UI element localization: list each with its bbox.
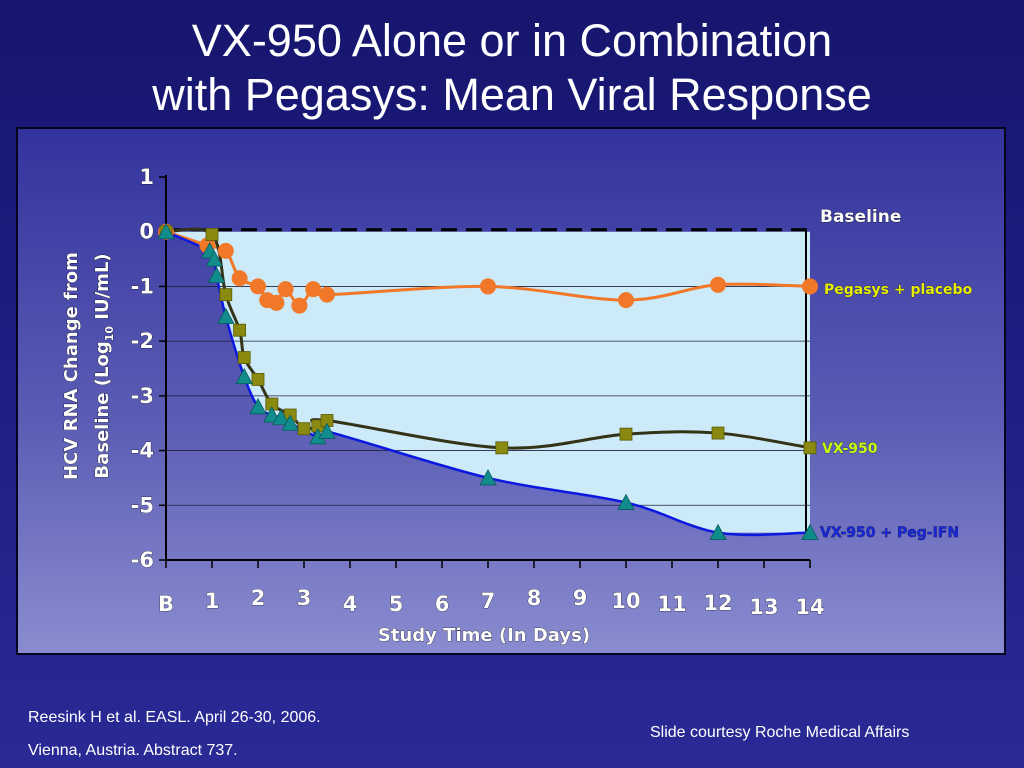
y-tick-label: 1 [139,165,154,189]
data-point-vx-950-peg-ifn [205,250,223,267]
x-tick-label: 4 [343,592,358,616]
y-axis-label-pre: Baseline (Log [92,341,113,478]
data-point-vx-950 [205,228,219,241]
x-tick-label: 9 [573,586,588,610]
slide-title: VX-950 Alone or in Combination with Pega… [0,14,1024,122]
data-point-vx-950-peg-ifn [801,523,819,541]
data-point-vx-950-peg-ifn [207,266,226,283]
slide-title-line-1: VX-950 Alone or in Combination [191,15,833,66]
slide-title-line-2: with Pegasys: Mean Viral Response [152,69,872,120]
y-tick-label: -1 [131,274,154,298]
y-tick-label: -3 [131,384,154,408]
x-tick-label: 5 [389,592,404,616]
y-tick-label: -4 [131,439,154,463]
series-markers [157,222,819,541]
x-tick-label: 12 [703,591,732,615]
data-point-pegasys-placebo [802,278,818,295]
data-point-vx-950 [495,441,509,455]
x-tick-label: 6 [435,592,450,616]
data-point-vx-950 [251,373,265,386]
data-point-vx-950-peg-ifn [281,414,299,431]
data-point-vx-950-peg-ifn [235,367,253,385]
y-tick-label: -2 [131,329,154,353]
data-point-vx-950 [233,323,247,337]
x-tick-label: 11 [657,592,686,616]
data-point-pegasys-placebo [277,281,294,298]
series-label-vx-950: VX-950 [822,441,878,457]
tick-marks [159,176,811,568]
x-axis-label: Study Time (In Days) [378,625,590,646]
y-tick-label: 0 [139,220,154,244]
data-point-pegasys-placebo [268,294,285,311]
data-point-vx-950 [219,288,233,302]
y-axis-label-post: IU/mL) [92,253,113,326]
slide-courtesy: Slide courtesy Roche Medical Affairs [650,724,910,741]
x-tick-label: 8 [527,586,542,610]
x-tick-label: B [158,592,174,616]
y-tick-label: -5 [131,493,154,517]
data-point-vx-950 [711,426,725,440]
data-point-vx-950-peg-ifn [157,222,175,240]
x-tick-label: 13 [749,595,778,619]
data-point-vx-950 [297,422,311,436]
data-point-vx-950-peg-ifn [709,523,727,541]
data-point-vx-950-peg-ifn [617,493,635,510]
baseline-label: Baseline [820,207,901,227]
x-tick-label: 14 [795,595,824,619]
data-point-vx-950-peg-ifn [217,307,235,324]
series-label-vx-950-peg-ifn: VX-950 + Peg-IFN [820,525,959,541]
x-tick-label: 10 [611,589,640,613]
data-point-vx-950-peg-ifn [249,397,267,415]
data-point-vx-950 [619,427,633,441]
x-tick-label: 7 [481,589,496,613]
reference-line-1: Reesink H et al. EASL. April 26-30, 2006… [28,709,321,726]
data-point-pegasys-placebo [291,297,308,314]
data-point-pegasys-placebo [710,276,726,293]
data-point-pegasys-placebo [480,278,496,295]
data-point-vx-950-peg-ifn [479,469,497,486]
plot-area [166,231,810,533]
data-point-pegasys-placebo [231,270,248,287]
chart-labels: HCV RNA Change from Baseline (Log10 IU/m… [61,165,973,647]
data-point-vx-950-peg-ifn [263,406,281,423]
data-point-vx-950 [237,351,251,364]
plot-fill [166,231,810,533]
data-point-pegasys-placebo [319,286,335,303]
x-tick-label: 2 [251,586,266,610]
data-point-vx-950-peg-ifn [318,422,336,439]
data-point-pegasys-placebo [250,278,266,295]
data-point-pegasys-placebo [618,292,634,309]
y-axis-label-subscript: 10 [103,326,116,342]
x-tick-label: 1 [205,589,220,613]
data-point-vx-950-peg-ifn [272,408,290,426]
data-point-pegasys-placebo [305,281,322,298]
y-tick-label: -6 [131,548,154,572]
x-tick-label: 3 [297,586,312,610]
data-point-pegasys-placebo [217,242,234,259]
series-label-pegasys-placebo: Pegasys + placebo [824,282,973,298]
reference-line-2: Vienna, Austria. Abstract 737. [28,742,238,759]
y-axis-label-line-2: Baseline (Log10 IU/mL) [92,253,116,478]
data-point-vx-950 [803,441,817,455]
y-axis-label-line-1: HCV RNA Change from [61,252,82,480]
